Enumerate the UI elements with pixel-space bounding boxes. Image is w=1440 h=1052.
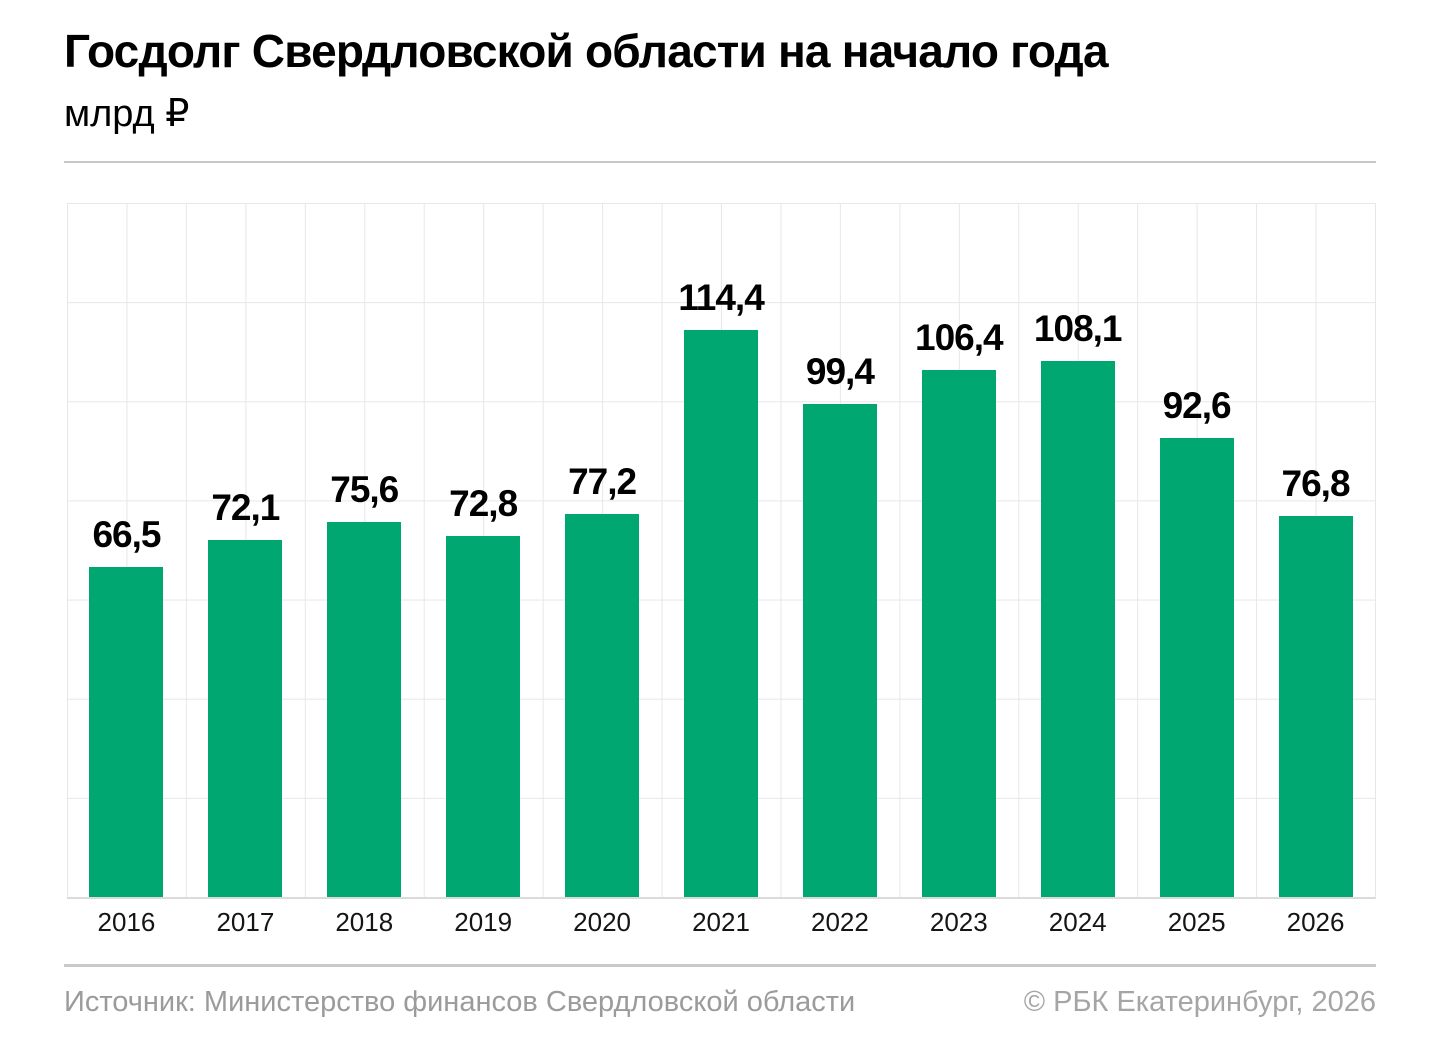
bar-value-label-2016: 66,5 <box>92 514 161 556</box>
bar-value-label-2018: 75,6 <box>330 469 399 511</box>
bar-2023 <box>921 369 996 897</box>
x-axis-label-2017: 2017 <box>216 907 275 937</box>
x-axis-label-2026: 2026 <box>1286 907 1345 937</box>
bar-2021 <box>684 329 758 897</box>
bar-2016 <box>89 567 164 897</box>
x-axis-label-2022: 2022 <box>810 907 869 937</box>
footer-source: Источник: Министерство финансов Свердлов… <box>64 986 856 1018</box>
bar-2020 <box>565 514 640 897</box>
bar-value-label-2020: 77,2 <box>568 461 637 503</box>
bar-2026 <box>1278 516 1353 897</box>
x-axis-label-2025: 2025 <box>1167 907 1226 937</box>
x-axis-label-2016: 2016 <box>97 907 156 937</box>
x-axis-label-2018: 2018 <box>335 907 394 937</box>
chart-title: Госдолг Свердловской области на начало г… <box>64 25 1109 77</box>
x-axis-label-2020: 2020 <box>573 907 631 937</box>
bar-value-label-2024: 108,1 <box>1033 308 1123 350</box>
bar-value-label-2021: 114,4 <box>678 276 765 318</box>
bar-2017 <box>208 539 283 897</box>
bar-value-label-2025: 92,6 <box>1162 384 1232 426</box>
x-axis-label-2023: 2023 <box>929 907 988 937</box>
bar-2022 <box>802 404 877 897</box>
footer-divider <box>64 964 1376 967</box>
bar-value-label-2026: 76,8 <box>1281 463 1351 505</box>
bar-value-label-2022: 99,4 <box>805 351 875 393</box>
bar-2025 <box>1159 437 1234 897</box>
plot-area: 66,5 72,1 75,6 72,8 77,2 114,4 99,4 106,4 108,1 9… <box>67 203 1376 899</box>
bar-value-label-2019: 72,8 <box>449 483 518 525</box>
header-divider <box>64 161 1376 163</box>
bar-2019 <box>446 536 521 897</box>
footer-copyright: © РБК Екатеринбург, 2026 <box>1023 986 1376 1018</box>
x-axis-label-2024: 2024 <box>1048 907 1107 937</box>
bar-2018 <box>327 522 402 897</box>
x-axis-label-2019: 2019 <box>454 907 513 937</box>
bar-value-label-2017: 72,1 <box>211 486 280 528</box>
x-axis-label-2021: 2021 <box>692 907 750 937</box>
bar-value-label-2023: 106,4 <box>915 316 1004 358</box>
chart-subtitle-units: млрд ₽ <box>64 93 190 135</box>
bar-2024 <box>1040 361 1115 897</box>
x-axis: 2016 2017 2018 2019 2020 2021 2022 2023 2024 2025… <box>67 907 1375 941</box>
